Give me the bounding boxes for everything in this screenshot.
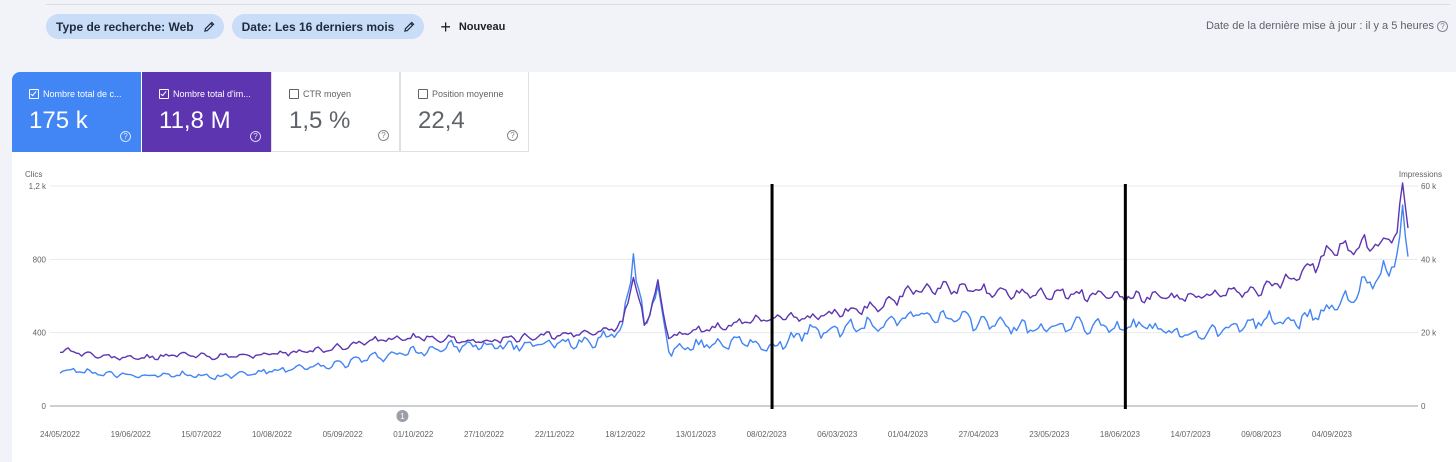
metric-ctr-label: CTR moyen [303, 89, 352, 99]
y-tick-label-left: 400 [33, 329, 47, 338]
x-tick-label: 05/09/2022 [323, 430, 364, 439]
y-tick-label-left: 1,2 k [29, 182, 47, 191]
new-filter-label: Nouveau [458, 20, 506, 33]
x-tick-label: 22/11/2022 [535, 430, 575, 439]
search-type-chip-label: Type de recherche: Web [56, 19, 194, 34]
metric-position-value: 22,4 [418, 107, 465, 134]
y-tick-label-left: 0 [42, 402, 47, 411]
x-tick-label: 14/07/2023 [1171, 430, 1212, 439]
checkbox-icon[interactable] [418, 89, 428, 99]
help-icon[interactable]: ? [507, 130, 518, 141]
y-tick-label-right: 20 k [1421, 329, 1437, 338]
last-updated: Date de la dernière mise à jour : il y a… [1206, 20, 1448, 32]
pencil-icon[interactable] [203, 21, 215, 32]
help-icon[interactable]: ? [378, 130, 389, 141]
metric-clicks[interactable]: Nombre total de c... 175 k ? [12, 72, 141, 152]
metric-clicks-label: Nombre total de c... [43, 89, 122, 99]
help-icon[interactable]: ? [120, 131, 131, 142]
metric-impressions-header: Nombre total d'im... [159, 89, 251, 99]
series-line-clicks [59, 204, 1409, 381]
x-tick-label: 19/06/2022 [111, 430, 152, 439]
x-tick-label: 15/07/2022 [181, 430, 222, 439]
x-tick-label: 27/04/2023 [959, 430, 1000, 439]
help-icon[interactable]: ? [250, 131, 261, 142]
metric-impressions-value: 11,8 M [159, 107, 231, 134]
metric-clicks-header: Nombre total de c... [29, 89, 122, 99]
checkbox-icon[interactable] [159, 89, 169, 99]
x-tick-label: 18/06/2023 [1100, 430, 1141, 439]
date-range-chip-label: Date: Les 16 derniers mois [241, 19, 395, 34]
y-axis-title-right: Impressions [1399, 170, 1442, 179]
x-tick-label: 08/02/2023 [747, 430, 788, 439]
y-tick-label-right: 40 k [1421, 255, 1437, 264]
x-tick-label: 23/05/2023 [1029, 430, 1070, 439]
annotation-marker[interactable] [396, 410, 409, 422]
metric-ctr[interactable]: CTR moyen 1,5 % ? [271, 72, 400, 152]
x-tick-label: 24/05/2022 [40, 430, 81, 439]
y-tick-label-right: 0 [1421, 402, 1426, 411]
metric-impressions[interactable]: Nombre total d'im... 11,8 M ? [142, 72, 271, 152]
metric-position-header: Position moyenne [418, 89, 504, 99]
metric-clicks-value: 175 k [29, 107, 88, 134]
plus-icon: + [440, 16, 451, 37]
x-tick-label: 04/09/2023 [1312, 430, 1353, 439]
last-updated-text: Date de la dernière mise à jour : il y a… [1205, 20, 1434, 32]
y-axis-title-left: Clics [25, 170, 42, 179]
x-tick-label: 18/12/2022 [605, 430, 646, 439]
metric-impressions-label: Nombre total d'im... [173, 89, 251, 99]
x-tick-label: 01/10/2022 [393, 430, 434, 439]
new-filter-button[interactable]: + Nouveau [440, 18, 505, 36]
filter-bar: Type de recherche: Web Date: Les 16 dern… [46, 14, 505, 39]
y-tick-label-left: 800 [33, 255, 47, 264]
x-tick-label: 13/01/2023 [676, 430, 717, 439]
top-divider [46, 4, 1450, 5]
help-icon[interactable]: ? [1437, 20, 1448, 32]
y-tick-label-right: 60 k [1421, 182, 1437, 191]
metric-position-label: Position moyenne [432, 89, 504, 99]
x-tick-label: 10/08/2022 [252, 430, 293, 439]
pencil-icon[interactable] [404, 21, 415, 32]
annotation-marker-label: 1 [400, 412, 405, 421]
x-tick-label: 01/04/2023 [888, 430, 929, 439]
metric-position[interactable]: Position moyenne 22,4 ? [400, 72, 529, 152]
search-type-chip[interactable]: Type de recherche: Web [46, 14, 224, 39]
x-tick-label: 06/03/2023 [817, 430, 858, 439]
checkbox-icon[interactable] [29, 89, 39, 99]
metric-ctr-value: 1,5 % [289, 107, 351, 134]
checkbox-icon[interactable] [289, 89, 299, 99]
date-range-chip[interactable]: Date: Les 16 derniers mois [231, 14, 425, 39]
series-line-impressions [60, 182, 1409, 361]
x-tick-label: 09/08/2023 [1241, 430, 1282, 439]
metric-ctr-header: CTR moyen [289, 89, 351, 99]
x-tick-label: 27/10/2022 [464, 430, 505, 439]
